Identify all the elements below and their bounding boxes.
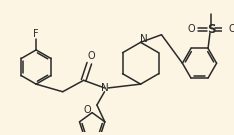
- Text: O: O: [229, 24, 234, 34]
- Text: N: N: [101, 83, 108, 93]
- Text: O: O: [84, 105, 91, 115]
- Text: S: S: [207, 23, 215, 36]
- Text: N: N: [139, 33, 147, 43]
- Text: O: O: [187, 24, 195, 34]
- Text: F: F: [33, 29, 39, 39]
- Text: O: O: [87, 51, 95, 61]
